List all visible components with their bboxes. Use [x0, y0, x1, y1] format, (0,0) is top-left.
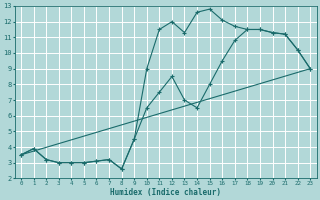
X-axis label: Humidex (Indice chaleur): Humidex (Indice chaleur) — [110, 188, 221, 197]
